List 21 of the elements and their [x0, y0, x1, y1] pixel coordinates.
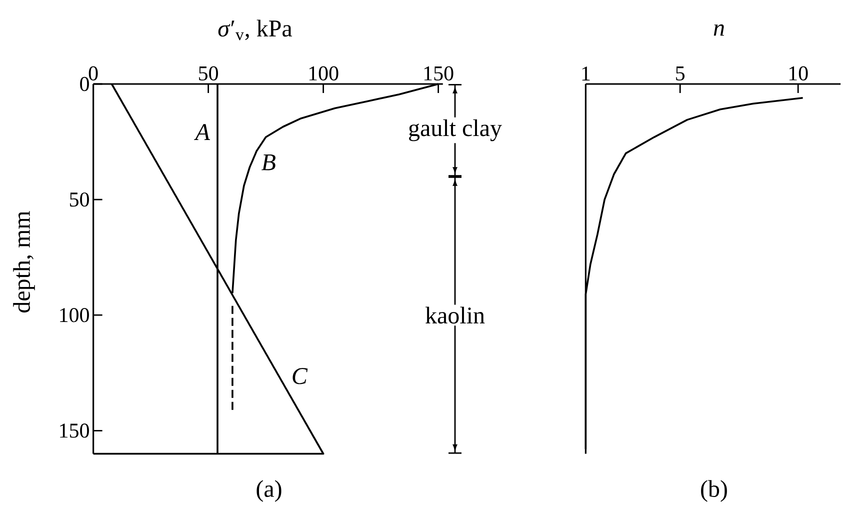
x-axis-title: σ′$_{v}$, kPa [218, 20, 292, 40]
series-label: C [292, 368, 308, 384]
series-label: B [262, 154, 276, 170]
x-tick-label: 50 [199, 66, 218, 80]
y-tick-label: 150 [60, 424, 89, 438]
annotation: gault clay [409, 119, 502, 142]
text: (a) [256, 480, 282, 502]
series-label: A [194, 124, 210, 140]
x-tick-label: 1 [582, 66, 590, 80]
y-axis-title: depth, mm [13, 211, 35, 312]
y-tick-label: 0 [80, 76, 89, 92]
x-tick-label: 10 [789, 66, 808, 80]
x-tick-label: 100 [309, 66, 338, 80]
x-tick-label: 150 [424, 66, 454, 80]
x-tick-label: 0 [88, 66, 98, 80]
annotation: kaolin [425, 306, 485, 324]
text: (b) [701, 480, 727, 502]
y-tick-label: 50 [70, 192, 89, 207]
x-axis-title: n [714, 24, 724, 36]
x-tick-label: 5 [676, 66, 685, 80]
y-tick-label: 100 [60, 308, 89, 322]
